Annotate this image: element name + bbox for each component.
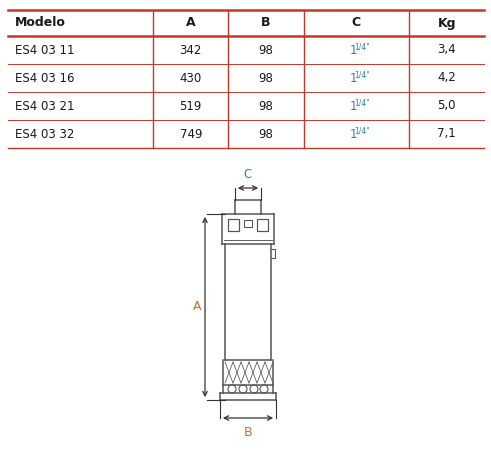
- Text: 1: 1: [350, 100, 357, 112]
- Text: 1/4": 1/4": [355, 42, 370, 51]
- Text: 1/4": 1/4": [355, 126, 370, 135]
- Text: 5,0: 5,0: [437, 100, 456, 112]
- Bar: [228, 219, 239, 231]
- Text: 3,4: 3,4: [437, 43, 456, 57]
- Bar: [257, 219, 268, 231]
- Text: C: C: [352, 16, 361, 29]
- Text: 7,1: 7,1: [437, 127, 456, 140]
- Text: 519: 519: [180, 100, 202, 112]
- Text: 1: 1: [350, 43, 357, 57]
- Text: ES4 03 16: ES4 03 16: [15, 72, 75, 85]
- Text: ES4 03 32: ES4 03 32: [15, 127, 74, 140]
- Text: A: A: [193, 300, 201, 313]
- Text: 749: 749: [180, 127, 202, 140]
- Text: 98: 98: [259, 100, 273, 112]
- Text: ES4 03 21: ES4 03 21: [15, 100, 75, 112]
- Text: 1: 1: [350, 72, 357, 85]
- Text: 4,2: 4,2: [437, 72, 456, 85]
- Text: A: A: [186, 16, 195, 29]
- Text: C: C: [244, 168, 252, 181]
- Text: B: B: [261, 16, 271, 29]
- Text: 98: 98: [259, 127, 273, 140]
- Bar: [244, 220, 252, 227]
- Text: B: B: [244, 426, 252, 439]
- Text: 1/4": 1/4": [355, 98, 370, 107]
- Text: Kg: Kg: [437, 16, 456, 29]
- Text: 98: 98: [259, 43, 273, 57]
- Text: 1: 1: [350, 127, 357, 140]
- Text: Modelo: Modelo: [15, 16, 66, 29]
- Text: 430: 430: [180, 72, 202, 85]
- Text: ES4 03 11: ES4 03 11: [15, 43, 75, 57]
- Text: 98: 98: [259, 72, 273, 85]
- Text: 342: 342: [180, 43, 202, 57]
- Text: 1/4": 1/4": [355, 70, 370, 79]
